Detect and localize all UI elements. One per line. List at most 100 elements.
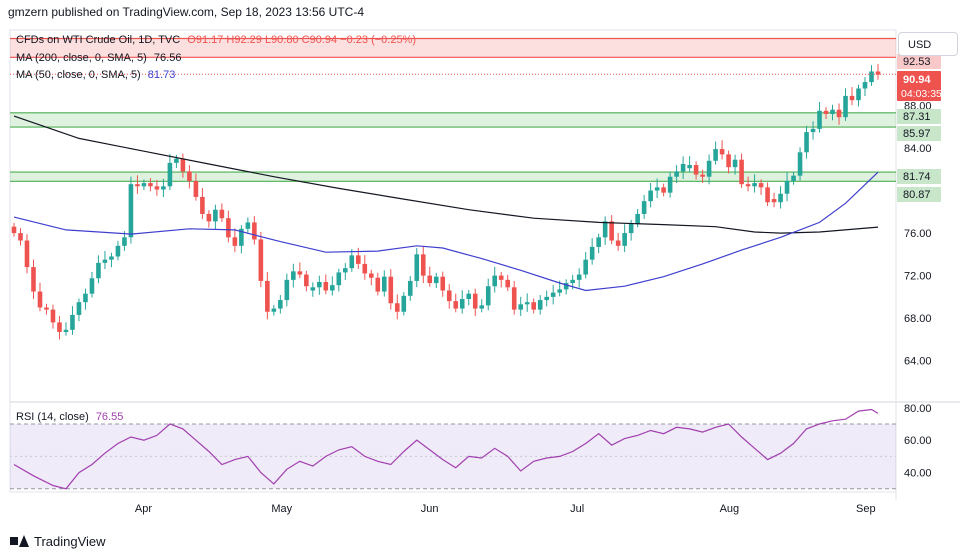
candle-body-61 bbox=[407, 280, 413, 296]
zone-axis-label-4: 80.87 bbox=[903, 189, 931, 201]
currency-button[interactable]: USD bbox=[898, 32, 958, 56]
candle-body-11 bbox=[83, 293, 88, 303]
candle-body-21 bbox=[148, 183, 153, 187]
candle-body-129 bbox=[849, 95, 855, 101]
candle-body-46 bbox=[310, 287, 316, 291]
candle-body-110 bbox=[726, 154, 731, 168]
candle-body-80 bbox=[531, 302, 536, 310]
ma200-value: 76.56 bbox=[153, 52, 182, 64]
candle-body-49 bbox=[330, 285, 335, 291]
candle-body-5 bbox=[44, 307, 49, 310]
candle-body-10 bbox=[76, 302, 82, 315]
candle-body-1 bbox=[18, 233, 23, 241]
candle-body-78 bbox=[518, 304, 524, 310]
candle-body-83 bbox=[550, 292, 556, 297]
candle-body-7 bbox=[57, 322, 62, 332]
candle-body-4 bbox=[37, 291, 43, 308]
candle-body-116 bbox=[765, 187, 770, 203]
candle-body-40 bbox=[271, 308, 277, 312]
candle-body-109 bbox=[719, 149, 725, 155]
candle-body-50 bbox=[336, 272, 342, 286]
candle-body-106 bbox=[700, 174, 705, 177]
candle-body-25 bbox=[174, 158, 179, 163]
candle-body-89 bbox=[589, 246, 595, 260]
rsi-tick-0: 40.00 bbox=[904, 468, 932, 480]
candle-body-111 bbox=[732, 159, 738, 168]
candle-body-28 bbox=[193, 180, 199, 197]
candle-body-17 bbox=[122, 237, 127, 246]
footer: TradingView bbox=[10, 531, 106, 551]
candle-body-43 bbox=[291, 271, 296, 280]
candle-body-18 bbox=[128, 184, 134, 238]
candle-body-121 bbox=[797, 152, 803, 176]
candle-body-113 bbox=[745, 184, 751, 187]
candle-body-133 bbox=[875, 71, 881, 75]
x-tick-jul: Jul bbox=[570, 503, 584, 515]
symbol-legend: CFDs on WTI Crude Oil, 1D, TVC O91.17 H9… bbox=[16, 34, 416, 46]
candle-body-72 bbox=[479, 305, 485, 309]
candle-body-86 bbox=[570, 279, 575, 284]
candle-body-24 bbox=[167, 162, 173, 187]
candle-body-117 bbox=[771, 199, 777, 203]
candle-body-104 bbox=[687, 165, 692, 169]
symbol-label: CFDs on WTI Crude Oil, 1D, TVC bbox=[16, 34, 181, 46]
candle-body-47 bbox=[317, 281, 322, 288]
price-tick-2: 72.00 bbox=[904, 271, 932, 283]
candle-body-132 bbox=[869, 71, 874, 83]
candle-body-12 bbox=[89, 278, 95, 294]
ma200-label: MA (200, close, 0, SMA, 5) bbox=[16, 52, 147, 64]
candle-body-100 bbox=[661, 187, 666, 193]
ma200-line bbox=[13, 115, 879, 234]
candle-body-34 bbox=[232, 237, 238, 246]
zone-axis-label-bg-3 bbox=[897, 169, 941, 184]
candle-body-68 bbox=[453, 301, 459, 309]
candle-body-62 bbox=[414, 254, 420, 281]
ma50-line bbox=[13, 171, 879, 292]
candle-body-44 bbox=[297, 271, 303, 275]
candle-body-114 bbox=[752, 183, 757, 187]
rsi-tick-2: 80.00 bbox=[904, 403, 932, 415]
candle-body-33 bbox=[226, 218, 231, 238]
candle-body-58 bbox=[388, 276, 394, 304]
candle-body-16 bbox=[115, 245, 121, 257]
zone-0 bbox=[10, 38, 896, 58]
candle-body-87 bbox=[576, 274, 582, 280]
candle-body-32 bbox=[219, 209, 225, 219]
candle-body-54 bbox=[362, 263, 368, 274]
candle-body-93 bbox=[615, 240, 621, 246]
candle-body-26 bbox=[180, 158, 186, 172]
candle-body-92 bbox=[609, 221, 614, 241]
zone-axis-label-bg-0 bbox=[897, 54, 941, 69]
zone-axis-label-bg-1 bbox=[897, 109, 941, 124]
candle-body-115 bbox=[758, 183, 764, 188]
zone-axis-label-bg-4 bbox=[897, 187, 941, 202]
candle-body-13 bbox=[96, 262, 101, 279]
zone-1 bbox=[10, 112, 896, 128]
candle-body-107 bbox=[706, 160, 712, 177]
candle-body-19 bbox=[135, 184, 140, 187]
candle-body-51 bbox=[343, 268, 348, 273]
last-price-box bbox=[897, 71, 941, 101]
candle-body-125 bbox=[823, 110, 829, 114]
candle-body-6 bbox=[50, 309, 56, 323]
candle-body-95 bbox=[628, 223, 634, 234]
candle-body-56 bbox=[375, 277, 381, 292]
ma50-value: 81.73 bbox=[147, 69, 176, 81]
candle-body-36 bbox=[245, 222, 251, 229]
candle-body-15 bbox=[109, 256, 114, 260]
rsi-tick-1: 60.00 bbox=[904, 435, 932, 447]
candle-body-70 bbox=[466, 293, 472, 299]
plot-frame bbox=[9, 29, 897, 493]
candle-body-105 bbox=[693, 165, 699, 175]
candle-body-120 bbox=[791, 175, 796, 181]
x-tick-apr: Apr bbox=[135, 503, 152, 515]
zone-axis-label-0: 92.53 bbox=[903, 56, 931, 68]
candle-body-127 bbox=[836, 109, 842, 118]
rsi-legend: RSI (14, close) 76.55 bbox=[16, 411, 123, 423]
candle-body-119 bbox=[784, 180, 790, 194]
candle-body-77 bbox=[511, 287, 517, 310]
candle-body-69 bbox=[459, 298, 465, 309]
candle-body-88 bbox=[583, 259, 588, 275]
candle-body-9 bbox=[70, 314, 75, 330]
candle-body-35 bbox=[239, 228, 244, 246]
